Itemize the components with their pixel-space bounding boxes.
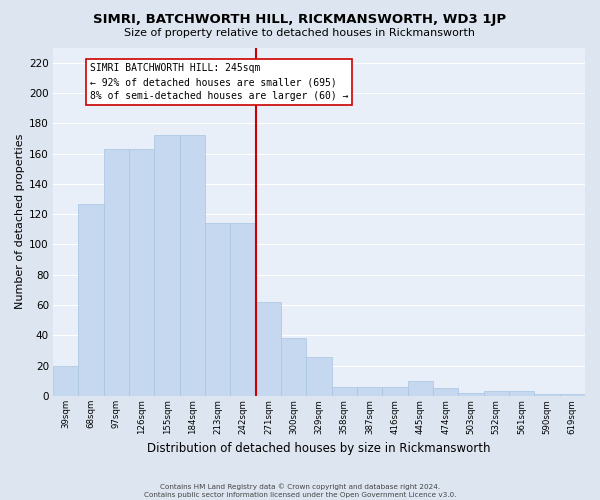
Bar [256, 302, 281, 396]
Bar [307, 356, 332, 396]
Bar [129, 149, 154, 396]
Text: SIMRI BATCHWORTH HILL: 245sqm
← 92% of detached houses are smaller (695)
8% of s: SIMRI BATCHWORTH HILL: 245sqm ← 92% of d… [90, 62, 349, 102]
Bar [535, 394, 560, 396]
Bar [205, 224, 230, 396]
Text: SIMRI, BATCHWORTH HILL, RICKMANSWORTH, WD3 1JP: SIMRI, BATCHWORTH HILL, RICKMANSWORTH, W… [94, 12, 506, 26]
Bar [230, 224, 256, 396]
X-axis label: Distribution of detached houses by size in Rickmansworth: Distribution of detached houses by size … [147, 442, 491, 455]
Bar [53, 366, 79, 396]
Bar [180, 136, 205, 396]
Bar [433, 388, 458, 396]
Bar [79, 204, 104, 396]
Bar [332, 387, 357, 396]
Text: Size of property relative to detached houses in Rickmansworth: Size of property relative to detached ho… [125, 28, 476, 38]
Bar [407, 381, 433, 396]
Bar [357, 387, 382, 396]
Bar [382, 387, 407, 396]
Text: Contains HM Land Registry data © Crown copyright and database right 2024.
Contai: Contains HM Land Registry data © Crown c… [144, 483, 456, 498]
Bar [484, 392, 509, 396]
Bar [560, 394, 585, 396]
Bar [154, 136, 180, 396]
Bar [458, 393, 484, 396]
Bar [281, 338, 307, 396]
Bar [509, 392, 535, 396]
Y-axis label: Number of detached properties: Number of detached properties [15, 134, 25, 310]
Bar [104, 149, 129, 396]
